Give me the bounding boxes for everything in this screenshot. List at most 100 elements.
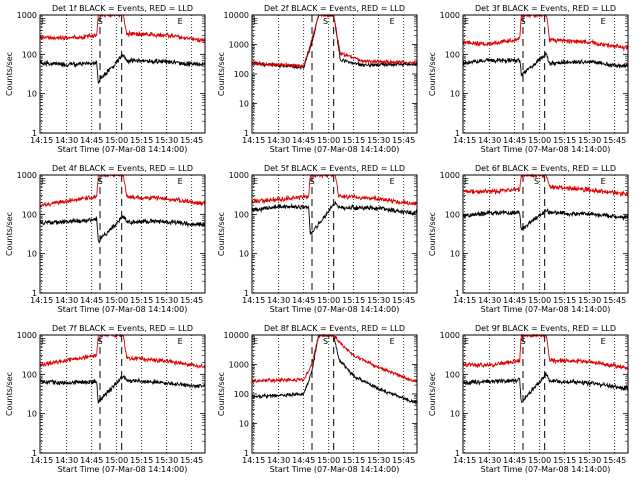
y-tick-label: 1 [455, 129, 460, 138]
x-tick-label: 15:30 [155, 456, 178, 465]
x-tick-label: 15:00 [528, 456, 551, 465]
y-tick-label: 100 [445, 210, 460, 219]
panel-title: Det 7f BLACK = Events, RED = LLD [52, 324, 193, 333]
x-axis-label: Start Time (07-Mar-08 14:14:00) [58, 465, 188, 474]
y-tick-label: 1000 [229, 361, 249, 370]
panel-title: Det 4f BLACK = Events, RED = LLD [52, 164, 193, 173]
x-tick-label: 15:00 [317, 296, 340, 305]
y-axis-label: Counts/sec [5, 52, 14, 96]
time-marker-label: S [534, 177, 539, 186]
time-marker-label: E [41, 177, 46, 186]
y-tick-label: 1000 [440, 11, 460, 20]
plot-frame [462, 334, 629, 454]
x-tick-label: 15:00 [528, 136, 551, 145]
y-tick-label: 1 [455, 449, 460, 458]
time-marker-label: E [601, 337, 606, 346]
y-axis-label: Counts/sec [428, 372, 437, 416]
y-tick-label: 10 [27, 250, 37, 259]
x-tick-label: 15:45 [392, 136, 415, 145]
x-tick-label: 14:30 [267, 456, 290, 465]
y-tick-label: 1 [32, 449, 37, 458]
plot-frame [39, 174, 206, 294]
x-tick-label: 15:30 [578, 136, 601, 145]
y-tick-label: 10 [239, 100, 249, 109]
panel-title: Det 1f BLACK = Events, RED = LLD [52, 4, 193, 13]
y-axis-label: Counts/sec [217, 212, 226, 256]
x-tick-label: 15:00 [317, 136, 340, 145]
x-tick-label: 15:45 [603, 136, 626, 145]
lld-series-line [251, 333, 418, 384]
x-tick-label: 14:30 [478, 296, 501, 305]
x-tick-label: 14:30 [55, 136, 78, 145]
time-marker-label: E [178, 177, 183, 186]
y-tick-label: 100 [22, 50, 37, 59]
x-axis-label: Start Time (07-Mar-08 14:14:00) [270, 145, 400, 154]
lld-series-line [251, 13, 418, 69]
x-tick-label: 14:15 [242, 456, 265, 465]
lld-series-line [39, 173, 206, 208]
x-tick-label: 15:00 [105, 136, 128, 145]
x-tick-label: 15:15 [342, 296, 365, 305]
time-marker-label: S [98, 17, 103, 26]
x-tick-label: 15:30 [155, 296, 178, 305]
x-tick-label: 15:30 [578, 296, 601, 305]
x-tick-label: 14:30 [267, 136, 290, 145]
panel-title: Det 2f BLACK = Events, RED = LLD [264, 4, 405, 13]
time-marker-label: E [178, 17, 183, 26]
x-tick-label: 15:45 [180, 136, 203, 145]
x-tick-label: 14:30 [267, 296, 290, 305]
y-axis-label: Counts/sec [5, 372, 14, 416]
x-axis-label: Start Time (07-Mar-08 14:14:00) [58, 305, 188, 314]
x-tick-label: 14:30 [55, 296, 78, 305]
panel-title: Det 9f BLACK = Events, RED = LLD [475, 324, 616, 333]
x-tick-label: 15:45 [180, 456, 203, 465]
x-tick-label: 14:15 [30, 136, 53, 145]
x-tick-label: 14:45 [80, 136, 103, 145]
y-tick-label: 1 [32, 129, 37, 138]
plot-frame [251, 174, 418, 294]
y-tick-label: 100 [22, 210, 37, 219]
y-tick-label: 10 [450, 90, 460, 99]
y-tick-label: 1000 [17, 331, 37, 340]
x-tick-label: 15:15 [342, 136, 365, 145]
x-tick-label: 14:30 [478, 136, 501, 145]
x-tick-label: 15:15 [130, 296, 153, 305]
time-marker-label: E [178, 337, 183, 346]
y-tick-label: 10 [27, 410, 37, 419]
y-axis-label: Counts/sec [428, 52, 437, 96]
events-series-line [462, 208, 629, 232]
panel-title: Det 3f BLACK = Events, RED = LLD [475, 4, 616, 13]
time-marker-label: S [310, 177, 315, 186]
x-tick-label: 15:00 [105, 456, 128, 465]
y-tick-label: 100 [234, 210, 249, 219]
x-tick-label: 15:15 [553, 296, 576, 305]
x-tick-label: 15:45 [180, 296, 203, 305]
y-tick-label: 10 [450, 410, 460, 419]
x-tick-label: 14:45 [503, 456, 526, 465]
time-marker-label: E [390, 337, 395, 346]
x-tick-label: 14:45 [80, 296, 103, 305]
panel-title: Det 6f BLACK = Events, RED = LLD [475, 164, 616, 173]
time-marker-label: E [464, 337, 469, 346]
x-tick-label: 15:15 [342, 456, 365, 465]
y-tick-label: 1 [244, 289, 249, 298]
plot-frame [39, 334, 206, 454]
y-tick-label: 10 [450, 250, 460, 259]
time-marker-label: E [464, 17, 469, 26]
x-axis-label: Start Time (07-Mar-08 14:14:00) [270, 465, 400, 474]
x-tick-label: 15:15 [130, 136, 153, 145]
x-tick-label: 15:45 [603, 456, 626, 465]
time-marker-label: E [41, 17, 46, 26]
events-series-line [462, 371, 629, 404]
y-tick-label: 10 [239, 250, 249, 259]
time-marker-label: S [323, 17, 328, 26]
events-series-line [462, 51, 629, 78]
x-tick-label: 14:45 [80, 456, 103, 465]
x-tick-label: 15:45 [603, 296, 626, 305]
